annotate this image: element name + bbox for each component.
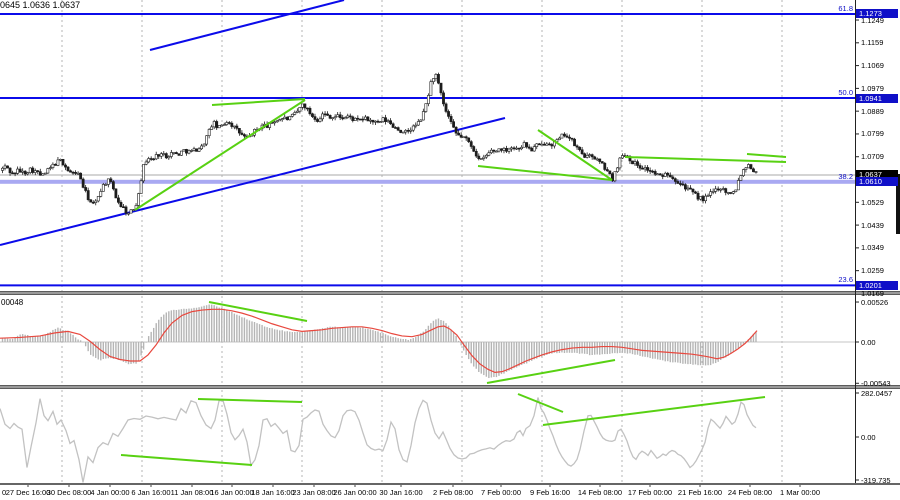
green-trendline-main-1[interactable] [134,99,306,211]
price-tick-label: 1.0349 [861,243,884,253]
time-label: 16 Jan 00:00 [210,488,254,497]
time-label: 30 Jan 16:00 [379,488,423,497]
oscillator-axis-label: 0.00 [861,432,876,442]
time-axis[interactable]: 0 27 Dec 16:00 30 Dec 08:00 4 Jan 00:00 6 Ja… [0,485,900,500]
price-axis[interactable]: 1.1249 1.1159 1.1069 1.0979 1.0889 1.0799 1.07… [855,0,900,485]
green-trendline-oscillator-4[interactable] [542,396,766,426]
time-label: 18 Jan 16:00 [251,488,295,497]
right-edge-marker [896,174,900,234]
panel-separator-macd-oscillator[interactable] [0,385,900,389]
time-label: 24 Feb 08:00 [727,488,773,497]
time-label: 17 Feb 00:00 [627,488,673,497]
price-tick-label: 1.0979 [861,83,884,93]
time-label: 21 Feb 16:00 [677,488,723,497]
time-label: 1 Mar 00:00 [779,488,821,497]
green-trendline-main-4[interactable] [537,129,613,181]
time-label: 7 Feb 00:00 [480,488,522,497]
fib-price-tag: 1.0201 [856,280,898,290]
fib-price-tag: 1.0610 [856,177,898,187]
time-label: 11 Jan 08:00 [170,488,214,497]
green-trendline-main-5[interactable] [624,156,787,163]
macd-axis-label: 0.00526 [861,297,889,307]
green-trendline-oscillator-1[interactable] [197,398,303,403]
fib-ratio-label-38-2: 38.2 [838,171,853,181]
fib-line-38-2[interactable] [0,179,855,184]
time-label: 23 Jan 08:00 [292,488,336,497]
green-trendline-oscillator-2[interactable] [120,454,253,466]
fib-ratio-label-61-8: 61.8 [838,3,853,13]
oscillator-axis-label: -319.735 [861,475,891,485]
green-trendline-macd-2[interactable] [486,359,616,384]
green-trendline-macd-1[interactable] [208,301,308,322]
green-trendline-main-3[interactable] [477,165,613,181]
price-tick-label: 1.1159 [861,38,884,48]
panel-separator-main-macd[interactable] [0,291,900,295]
price-tick-label: 1.0439 [861,220,884,230]
fib-ratio-label-23-6: 23.6 [838,275,853,285]
price-tick-label: 1.0169 [861,288,884,298]
time-label: 2 Feb 08:00 [432,488,474,497]
time-label: 6 Jan 16:00 [131,488,171,497]
green-trendline-main-6[interactable] [746,153,787,158]
time-label: 26 Jan 00:00 [333,488,377,497]
macd-signal-line [0,308,758,374]
time-axis-separator [0,483,900,485]
price-tick-label: 1.1069 [861,61,884,71]
price-tick-label: 1.0889 [861,106,884,116]
fib-ratio-label-50-0: 50.0 [838,88,853,97]
current-price-tag: 1.0637 [856,170,898,180]
price-tick-label: 1.0709 [861,152,884,162]
macd-histogram [1,304,757,379]
trendline-2[interactable] [149,0,345,51]
time-label: 30 Dec 08:00 [46,488,92,497]
time-label: 27 Dec 16:00 [5,488,51,497]
fib-price-tag: 1.1273 [856,9,898,19]
time-label: 9 Feb 16:00 [529,488,571,497]
price-tick-label: 1.1249 [861,15,884,25]
candle-series [1,72,758,216]
green-trendline-main-2[interactable] [211,98,306,106]
macd-axis-label: 0.00 [861,337,876,347]
fib-price-tag: 1.0941 [856,93,898,103]
price-tick-label: 1.0259 [861,266,884,276]
macd-axis-label: -0.00543 [861,378,891,388]
price-tick-label: 1.0799 [861,129,884,139]
oscillator-line [0,397,757,483]
time-label: 14 Feb 08:00 [577,488,623,497]
trendline-1[interactable] [0,117,506,246]
time-label: 0 [2,488,7,497]
green-trendline-oscillator-3[interactable] [517,393,564,413]
oscillator-axis-label: 282.0457 [861,388,893,398]
macd-value-label: 00048 [1,298,24,307]
time-label: 4 Jan 00:00 [90,488,130,497]
ohlc-readout: 0645 1.0636 1.0637 [0,0,81,10]
price-tick-label: 1.0529 [861,197,884,207]
